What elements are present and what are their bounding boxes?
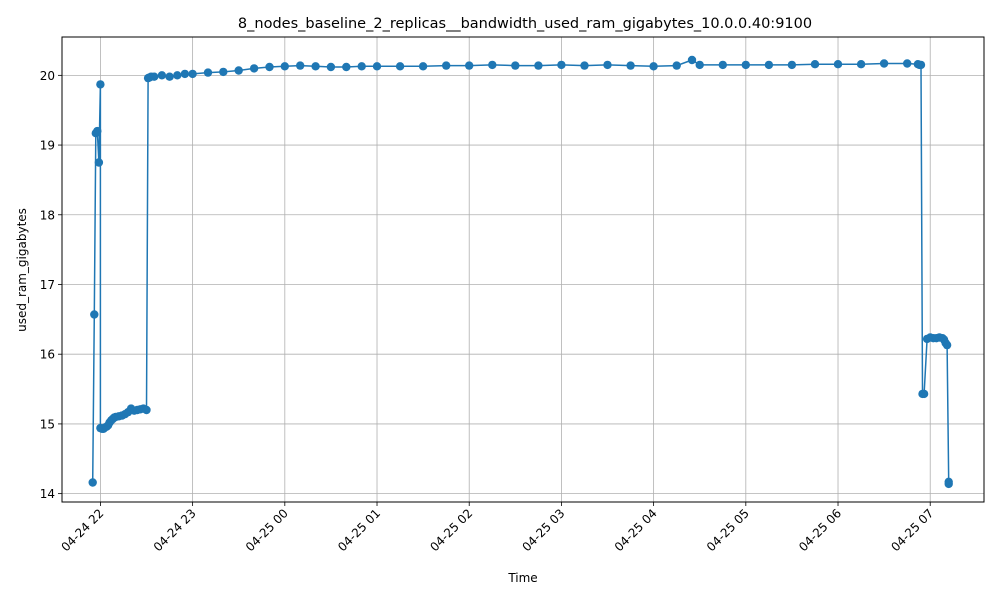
data-point — [265, 63, 273, 71]
data-point — [511, 61, 519, 69]
data-point — [688, 56, 696, 64]
y-tick-label: 19 — [40, 139, 55, 153]
data-point — [158, 71, 166, 79]
data-point — [90, 310, 98, 318]
data-point — [250, 64, 258, 72]
data-point — [834, 60, 842, 68]
data-point — [442, 61, 450, 69]
data-point — [626, 61, 634, 69]
data-point — [719, 61, 727, 69]
data-point — [396, 62, 404, 70]
data-point — [96, 80, 104, 88]
data-point — [580, 61, 588, 69]
data-point — [235, 66, 243, 74]
data-point — [742, 61, 750, 69]
y-tick-label: 14 — [40, 487, 55, 501]
y-axis-title: used_ram_gigabytes — [15, 208, 29, 332]
data-point — [95, 158, 103, 166]
data-point — [788, 61, 796, 69]
y-tick-label: 20 — [40, 69, 55, 83]
chart-title: 8_nodes_baseline_2_replicas__bandwidth_u… — [238, 16, 812, 32]
data-point — [649, 62, 657, 70]
data-point — [920, 390, 928, 398]
data-point — [673, 61, 681, 69]
data-point — [150, 73, 158, 81]
data-point — [880, 59, 888, 67]
data-point — [311, 62, 319, 70]
data-point — [465, 61, 473, 69]
data-point — [696, 61, 704, 69]
data-point — [358, 62, 366, 70]
y-tick-label: 16 — [40, 348, 55, 362]
data-point — [327, 63, 335, 71]
data-point — [534, 61, 542, 69]
y-tick-label: 17 — [40, 278, 55, 292]
data-point — [945, 480, 953, 488]
data-point — [281, 62, 289, 70]
data-point — [181, 70, 189, 78]
y-tick-label: 15 — [40, 417, 55, 431]
x-axis-title: Time — [507, 571, 537, 585]
data-point — [142, 406, 150, 414]
data-point — [857, 60, 865, 68]
data-point — [765, 61, 773, 69]
data-point — [89, 478, 97, 486]
data-point — [188, 70, 196, 78]
data-point — [373, 62, 381, 70]
y-tick-label: 18 — [40, 208, 55, 222]
data-point — [219, 68, 227, 76]
data-point — [943, 341, 951, 349]
data-point — [296, 61, 304, 69]
data-point — [811, 60, 819, 68]
data-point — [903, 59, 911, 67]
data-point — [342, 63, 350, 71]
data-point — [204, 68, 212, 76]
data-point — [917, 61, 925, 69]
data-point — [603, 61, 611, 69]
data-point — [488, 61, 496, 69]
data-point — [419, 62, 427, 70]
data-point — [557, 61, 565, 69]
data-point — [173, 71, 181, 79]
data-point — [93, 127, 101, 135]
data-point — [165, 73, 173, 81]
